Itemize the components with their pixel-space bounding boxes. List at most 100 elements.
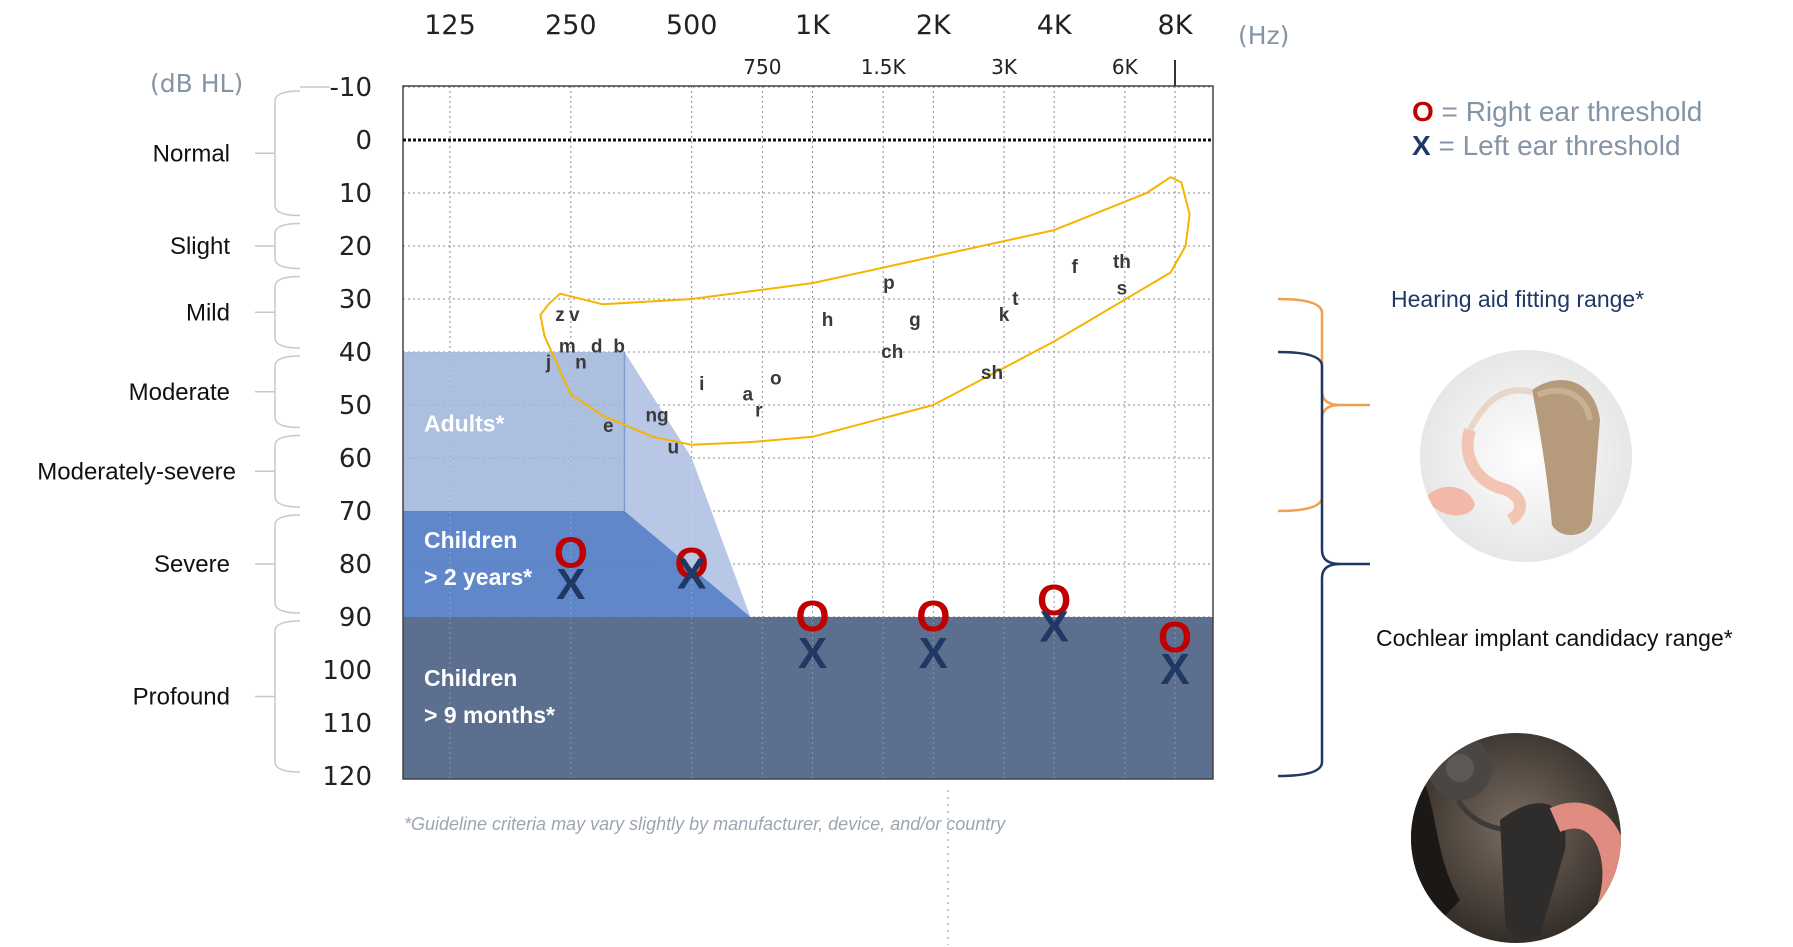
left-ear-threshold-mark: X bbox=[556, 560, 585, 609]
speech-sound-label: g bbox=[909, 310, 921, 331]
severity-label: Mild bbox=[186, 299, 230, 326]
speech-sound-label: t bbox=[1012, 289, 1019, 310]
severity-label: Profound bbox=[133, 684, 230, 711]
x-tick-label-major: 4K bbox=[1037, 10, 1073, 41]
right-ear-threshold-mark: O bbox=[1158, 613, 1192, 662]
x-tick-label-major: 1K bbox=[795, 10, 831, 41]
speech-sound-label: h bbox=[822, 310, 834, 331]
region-label-children-9m-line2: > 9 months* bbox=[424, 702, 555, 728]
x-tick-label-minor: 1.5K bbox=[861, 55, 907, 79]
x-tick-label-minor: 6K bbox=[1112, 55, 1139, 79]
y-tick-label: 40 bbox=[339, 338, 372, 368]
right-ear-threshold-mark: O bbox=[1037, 576, 1071, 625]
speech-sound-label: ng bbox=[645, 406, 668, 427]
x-unit-label: (Hz) bbox=[1238, 21, 1289, 50]
severity-label: Normal bbox=[153, 140, 230, 167]
y-tick-label: 90 bbox=[339, 603, 372, 633]
speech-sound-label: th bbox=[1113, 252, 1131, 273]
region-label-children-2y-line2: > 2 years* bbox=[424, 564, 532, 590]
severity-bracket bbox=[274, 620, 301, 773]
severity-labels: Normal Slight Mild Moderate Moderately-sever… bbox=[37, 86, 330, 773]
plot-grid-overlay bbox=[449, 352, 1176, 779]
speech-sound-label: d bbox=[591, 337, 603, 358]
severity-bracket bbox=[274, 355, 301, 429]
left-ear-threshold-mark: X bbox=[677, 550, 706, 599]
speech-sound-label: f bbox=[1072, 257, 1079, 278]
speech-sound-label: ch bbox=[881, 342, 903, 363]
legend: O = Right ear threshold X = Left ear thr… bbox=[1412, 96, 1702, 161]
left-ear-threshold-mark: X bbox=[798, 629, 827, 678]
legend-right-text: = Right ear threshold bbox=[1434, 96, 1703, 127]
y-tick-label: -10 bbox=[330, 73, 372, 103]
hearing-aid-range-label: Hearing aid fitting range* bbox=[1391, 286, 1644, 312]
y-tick-label: 70 bbox=[339, 497, 372, 527]
right-ear-threshold-mark: O bbox=[554, 528, 588, 577]
left-ear-threshold-mark: X bbox=[1039, 603, 1068, 652]
x-tick-label-major: 125 bbox=[424, 10, 476, 41]
cochlear-brace bbox=[1277, 350, 1341, 778]
x-tick-label-major: 500 bbox=[666, 10, 718, 41]
legend-right-marker: O bbox=[1412, 96, 1434, 127]
x-tick-label-minor: 3K bbox=[991, 55, 1018, 79]
right-ear-threshold-mark: O bbox=[795, 592, 829, 641]
y-tick-label: 100 bbox=[322, 656, 372, 686]
y-tick-label: 120 bbox=[322, 762, 372, 792]
region-children-9m bbox=[403, 617, 1213, 779]
y-tick-label: 0 bbox=[355, 126, 372, 156]
legend-left-marker: X bbox=[1412, 130, 1431, 161]
speech-banana-outline bbox=[539, 176, 1191, 446]
speech-sound-label: o bbox=[770, 369, 782, 390]
severity-bracket bbox=[274, 275, 301, 349]
speech-sound-label: m bbox=[559, 337, 576, 358]
speech-sound-label: r bbox=[755, 400, 763, 421]
left-ear-threshold-mark: X bbox=[919, 629, 948, 678]
left-ear-threshold-mark: X bbox=[1160, 645, 1189, 694]
severity-label: Slight bbox=[170, 233, 230, 260]
speech-sound-label: j bbox=[545, 353, 551, 374]
region-label-children-9m-line1: Children bbox=[424, 665, 517, 691]
cochlear-range-label: Cochlear implant candidacy range* bbox=[1376, 625, 1733, 651]
threshold-marks: O OO O OOX XX XXX bbox=[554, 528, 1192, 694]
range-braces bbox=[1277, 297, 1370, 778]
speech-sound-label: p bbox=[883, 273, 895, 294]
severity-bracket bbox=[274, 434, 301, 508]
severity-bracket bbox=[274, 514, 301, 614]
speech-sound-label: k bbox=[999, 305, 1010, 326]
region-children-2y bbox=[403, 511, 751, 617]
legend-left-text: = Left ear threshold bbox=[1431, 130, 1681, 161]
x-tick-label-major: 8K bbox=[1158, 10, 1194, 41]
right-ear-threshold-mark: O bbox=[675, 539, 709, 588]
y-tick-label: 110 bbox=[322, 709, 372, 739]
y-tick-label: 20 bbox=[339, 232, 372, 262]
speech-sound-label: z bbox=[555, 305, 565, 326]
y-unit-label: (dB HL) bbox=[150, 69, 243, 98]
speech-banana: z vm d b j n e ng u i aor p h gch kt sh f th s bbox=[539, 176, 1191, 458]
speech-sound-label: a bbox=[743, 384, 754, 405]
y-tick-label: 50 bbox=[339, 391, 372, 421]
speech-sound-label: n bbox=[575, 353, 587, 374]
footnote: *Guideline criteria may vary slightly by… bbox=[404, 814, 1006, 834]
svg-text:O = Right ear threshold: O = Right ear threshold bbox=[1412, 96, 1702, 127]
speech-sound-label: s bbox=[1117, 278, 1128, 299]
y-tick-label: 60 bbox=[339, 444, 372, 474]
hearing-aid-brace bbox=[1277, 297, 1341, 513]
severity-label: Moderately-severe bbox=[37, 458, 236, 485]
region-label-adults: Adults* bbox=[424, 411, 505, 437]
severity-label: Severe bbox=[154, 551, 230, 578]
speech-sound-label: sh bbox=[981, 363, 1003, 384]
y-tick-label: 30 bbox=[339, 285, 372, 315]
severity-label: Moderate bbox=[129, 379, 230, 406]
region-label-children-2y-line1: Children bbox=[424, 527, 517, 553]
candidacy-regions bbox=[403, 352, 1213, 779]
hearing-aid-photo bbox=[1420, 350, 1632, 562]
plot-frame bbox=[402, 85, 1214, 780]
speech-sound-label: e bbox=[603, 416, 614, 437]
region-labels: Adults* Children > 2 years* Children > 9 mon… bbox=[424, 411, 555, 729]
speech-sound-label: v bbox=[569, 305, 580, 326]
cochlear-implant-photo bbox=[1411, 733, 1621, 943]
x-tick-label-major: 2K bbox=[916, 10, 952, 41]
right-ear-threshold-mark: O bbox=[916, 592, 950, 641]
speech-sound-label: u bbox=[667, 437, 679, 458]
